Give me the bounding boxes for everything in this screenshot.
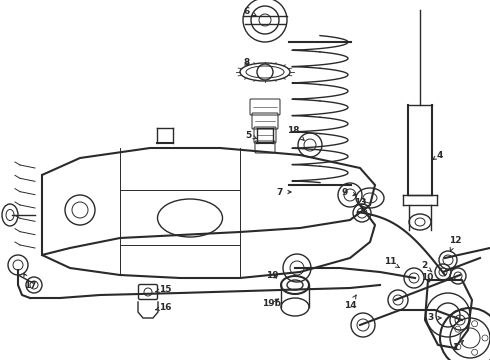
Text: 6: 6: [244, 6, 256, 15]
Text: 13: 13: [354, 198, 366, 212]
Text: 8: 8: [244, 58, 250, 67]
Text: 14: 14: [343, 295, 356, 310]
Text: 17: 17: [24, 273, 36, 289]
Text: 4: 4: [433, 150, 443, 159]
Text: 19: 19: [266, 270, 278, 279]
Text: 5: 5: [245, 131, 257, 140]
Text: 3: 3: [427, 314, 441, 323]
Text: 2: 2: [421, 261, 432, 272]
Text: 12: 12: [449, 235, 461, 251]
Text: 11: 11: [384, 257, 399, 267]
Text: 9: 9: [342, 188, 356, 197]
Text: 15: 15: [156, 284, 171, 293]
Text: 19b: 19b: [263, 298, 281, 307]
Text: 1: 1: [452, 341, 464, 352]
Text: 10: 10: [421, 274, 433, 283]
Text: 16: 16: [156, 302, 171, 311]
Text: 18: 18: [287, 126, 304, 140]
Text: 7: 7: [277, 188, 291, 197]
